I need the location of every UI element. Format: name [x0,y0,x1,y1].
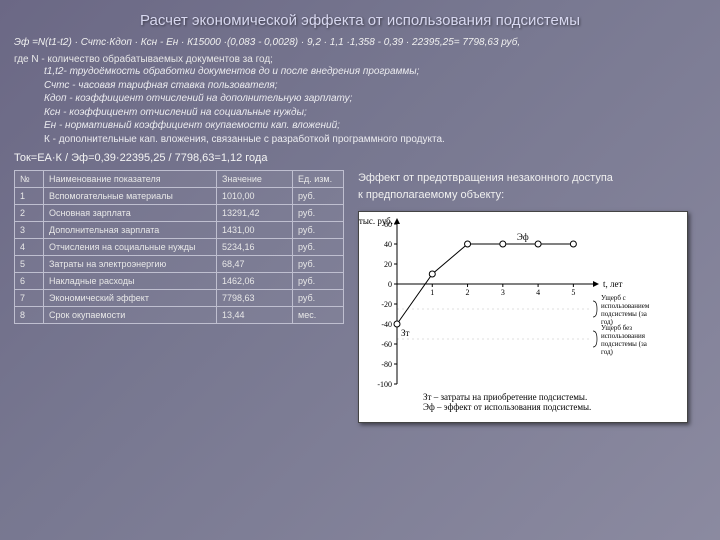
table-cell: мес. [293,307,344,324]
table-cell: 7 [15,290,44,307]
svg-text:0: 0 [388,280,392,289]
effect-chart: -100-80-60-40-20020406012345Ц, тыс. руб.… [358,211,688,423]
table-row: 2Основная зарплата13291,42руб. [15,205,344,222]
svg-text:3: 3 [501,288,505,297]
economics-table: № Наименование показателя Значение Ед. и… [14,170,344,324]
table-row: 3Дополнительная зарплата1431,00руб. [15,222,344,239]
table-cell: 8 [15,307,44,324]
svg-text:4: 4 [536,288,540,297]
table-cell: Экономический эффект [44,290,217,307]
table-cell: 1010,00 [217,188,293,205]
table-cell: 4 [15,239,44,256]
svg-text:использования: использования [601,332,646,340]
page-title: Расчет экономической эффекта от использо… [14,12,706,29]
table-header: Ед. изм. [293,171,344,188]
lower-section: № Наименование показателя Значение Ед. и… [14,170,706,423]
svg-text:Ц, тыс. руб.: Ц, тыс. руб. [359,216,393,226]
table-cell: Срок окупаемости [44,307,217,324]
table-cell: руб. [293,222,344,239]
def-line: Ен - нормативный коэффициент окупаемости… [44,120,340,131]
table-header: Наименование показателя [44,171,217,188]
table-cell: Отчисления на социальные нужды [44,239,217,256]
table-cell: Вспомогательные материалы [44,188,217,205]
svg-text:Зт – затраты на приобретение п: Зт – затраты на приобретение подсистемы. [423,392,587,402]
main-formula: Эф =N(t1-t2) · Счтс·Кдоп · Ксн - Ен · К1… [14,37,706,48]
svg-text:использованием: использованием [601,302,650,310]
table-header: № [15,171,44,188]
table-cell: 1462,06 [217,273,293,290]
table-cell: 2 [15,205,44,222]
table-cell: Основная зарплата [44,205,217,222]
svg-text:40: 40 [384,240,392,249]
table-cell: Накладные расходы [44,273,217,290]
svg-text:-20: -20 [381,300,392,309]
table-cell: 5234,16 [217,239,293,256]
table-header-row: № Наименование показателя Значение Ед. и… [15,171,344,188]
table-cell: руб. [293,188,344,205]
table-row: 7Экономический эффект7798,63руб. [15,290,344,307]
table-container: № Наименование показателя Значение Ед. и… [14,170,344,324]
svg-text:5: 5 [571,288,575,297]
def-line: К - дополнительные кап. вложения, связан… [44,134,445,145]
table-row: 8Срок окупаемости13,44мес. [15,307,344,324]
payback-formula: Ток=ЕА·К / Эф=0,39·22395,25 / 7798,63=1,… [14,152,706,164]
svg-text:-40: -40 [381,320,392,329]
svg-text:Эф – эффект от использования п: Эф – эффект от использования подсистемы. [423,402,591,412]
table-cell: 3 [15,222,44,239]
svg-text:t, лет: t, лет [603,279,622,289]
table-cell: руб. [293,273,344,290]
svg-text:подсистемы (за: подсистемы (за [601,310,648,318]
svg-text:-80: -80 [381,360,392,369]
svg-text:2: 2 [466,288,470,297]
table-cell: руб. [293,239,344,256]
svg-text:-100: -100 [377,380,392,389]
table-header: Значение [217,171,293,188]
table-cell: Затраты на электроэнергию [44,256,217,273]
table-cell: 13,44 [217,307,293,324]
table-cell: руб. [293,205,344,222]
table-cell: 7798,63 [217,290,293,307]
def-line: Кдоп - коэффициент отчислений на дополни… [44,93,352,104]
table-cell: 68,47 [217,256,293,273]
def-line: t1,t2- трудоёмкость обработки документов… [44,66,419,77]
table-row: 1Вспомогательные материалы1010,00руб. [15,188,344,205]
table-cell: 13291,42 [217,205,293,222]
svg-text:20: 20 [384,260,392,269]
defs-intro: где N - количество обрабатываемых докуме… [14,54,706,65]
svg-text:-60: -60 [381,340,392,349]
table-row: 5Затраты на электроэнергию68,47руб. [15,256,344,273]
table-cell: руб. [293,256,344,273]
table-cell: 1 [15,188,44,205]
table-cell: 6 [15,273,44,290]
svg-text:Ущерб без: Ущерб без [601,324,632,332]
table-row: 4Отчисления на социальные нужды5234,16ру… [15,239,344,256]
table-cell: 5 [15,256,44,273]
def-line: Счтс - часовая тарифная ставка пользоват… [44,80,278,91]
svg-text:1: 1 [430,288,434,297]
svg-text:Ущерб с: Ущерб с [601,294,626,302]
table-cell: 1431,00 [217,222,293,239]
svg-text:год): год) [601,348,614,356]
svg-text:Эф: Эф [517,232,529,242]
table-cell: Дополнительная зарплата [44,222,217,239]
svg-text:Зт: Зт [401,328,410,338]
svg-text:подсистемы (за: подсистемы (за [601,340,648,348]
table-cell: руб. [293,290,344,307]
effect-label: Эффект от предотвращения незаконного дос… [358,170,706,203]
def-line: Ксн - коэффициент отчислений на социальн… [44,107,307,118]
right-column: Эффект от предотвращения незаконного дос… [358,170,706,423]
definitions-block: t1,t2- трудоёмкость обработки документов… [44,65,706,146]
table-row: 6Накладные расходы1462,06руб. [15,273,344,290]
